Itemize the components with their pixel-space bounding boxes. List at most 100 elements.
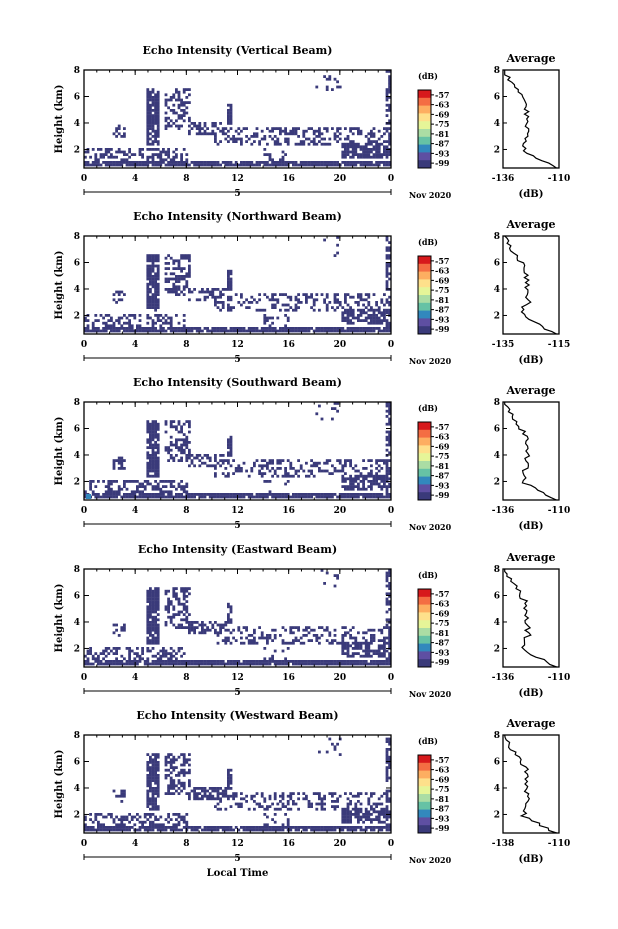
echo-cell — [357, 329, 360, 333]
echo-cell — [385, 823, 389, 827]
echo-cell — [201, 461, 204, 465]
echo-cell — [346, 654, 350, 658]
echo-cell — [354, 641, 358, 645]
echo-cell — [349, 802, 352, 806]
echo-cell — [169, 493, 173, 496]
echo-cell — [268, 797, 272, 801]
echo-cell — [146, 142, 150, 146]
echo-cell — [167, 493, 170, 496]
colorbar-swatch — [418, 635, 431, 644]
echo-cell — [349, 644, 352, 648]
echo-cell — [388, 639, 391, 642]
echo-cell — [263, 161, 267, 164]
echo-cell — [154, 314, 157, 317]
echo-cell — [195, 493, 199, 496]
echo-cell — [383, 148, 386, 151]
echo-cell — [232, 828, 235, 832]
colorbar-tick-label: -75 — [435, 784, 449, 794]
echo-cell — [224, 636, 228, 640]
echo-cell — [268, 490, 272, 494]
echo-cell — [273, 634, 277, 637]
echo-cell — [362, 828, 365, 832]
echo-cell — [107, 319, 111, 322]
echo-cell — [357, 487, 360, 491]
echo-cell — [336, 742, 339, 746]
echo-cell — [175, 153, 178, 156]
echo-cell — [146, 613, 150, 616]
echo-cell — [167, 267, 170, 270]
echo-cell — [299, 301, 303, 304]
echo-cell — [383, 311, 386, 315]
echo-cell — [318, 127, 321, 130]
echo-cell — [370, 628, 373, 632]
echo-cell — [388, 587, 391, 590]
echo-cell — [182, 753, 186, 756]
echo-cell — [362, 662, 365, 666]
echo-cell — [206, 660, 209, 663]
echo-cell — [151, 826, 155, 829]
echo-cell — [130, 329, 134, 333]
echo-cell — [362, 308, 365, 312]
echo-cell — [229, 277, 233, 281]
echo-cell — [180, 448, 183, 452]
echo-cell — [138, 324, 142, 328]
echo-cell — [156, 288, 160, 291]
echo-cell — [338, 85, 342, 89]
echo-cell — [292, 792, 295, 795]
echo-cell — [175, 280, 178, 283]
echo-cell — [156, 461, 160, 465]
echo-cell — [375, 472, 378, 475]
echo-cell — [91, 826, 95, 829]
echo-cell — [167, 608, 170, 611]
echo-cell — [115, 815, 118, 819]
echo-cell — [91, 163, 95, 167]
echo-cell — [294, 303, 298, 307]
echo-cell — [385, 574, 389, 577]
echo-cell — [346, 797, 350, 801]
echo-cell — [307, 295, 311, 299]
y-tick-label: 6 — [74, 92, 80, 102]
echo-cell — [185, 610, 189, 614]
echo-cell — [289, 628, 293, 632]
echo-cell — [253, 631, 256, 635]
echo-cell — [305, 628, 308, 632]
echo-cell — [388, 161, 391, 164]
echo-cell — [224, 794, 228, 798]
echo-cell — [162, 327, 165, 330]
echo-cell — [221, 495, 225, 499]
echo-cell — [266, 295, 269, 299]
echo-cell — [149, 761, 152, 764]
echo-cell — [117, 290, 121, 294]
echo-cell — [388, 412, 391, 416]
echo-cell — [156, 487, 160, 491]
echo-cell — [357, 127, 360, 130]
echo-cell — [97, 480, 100, 483]
echo-cell — [190, 495, 194, 499]
echo-cell — [318, 495, 321, 499]
echo-cell — [149, 474, 152, 478]
echo-cell — [156, 459, 160, 462]
echo-cell — [110, 324, 113, 328]
echo-cell — [227, 776, 230, 780]
echo-cell — [299, 142, 303, 146]
echo-cell — [180, 155, 183, 159]
echo-cell — [344, 127, 347, 130]
echo-cell — [302, 142, 306, 146]
echo-cell — [102, 826, 105, 829]
echo-cell — [177, 660, 181, 663]
echo-cell — [281, 828, 285, 832]
echo-cell — [315, 161, 319, 164]
echo-cell — [271, 467, 274, 470]
echo-cell — [151, 163, 155, 167]
echo-cell — [245, 163, 248, 167]
echo-cell — [385, 127, 389, 130]
echo-cell — [182, 487, 186, 491]
echo-cell — [154, 608, 157, 611]
echo-cell — [388, 90, 391, 94]
echo-cell — [312, 129, 316, 133]
echo-cell — [151, 301, 155, 304]
echo-cell — [193, 122, 196, 125]
echo-cell — [344, 459, 347, 462]
echo-cell — [325, 306, 329, 309]
echo-cell — [310, 161, 313, 164]
